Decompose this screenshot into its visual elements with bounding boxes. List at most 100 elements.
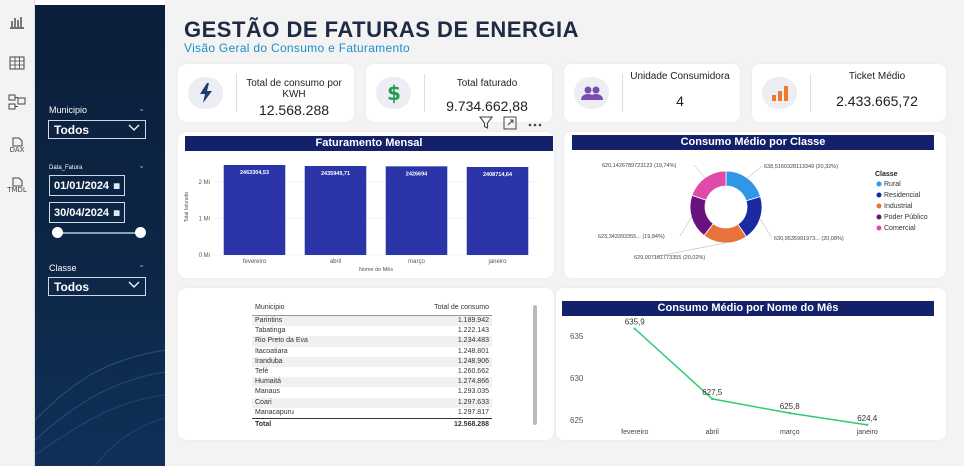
bar-chart-svg: 0 Mi 1 Mi 2 Mi Total faturado 2463304,53 feve… xyxy=(184,164,538,273)
y-tick-label: 1 Mi xyxy=(199,216,210,222)
kpi-value: 9.734.662,88 xyxy=(446,98,528,114)
x-tick-label: abril xyxy=(706,429,720,436)
slice-data-label: 638,5160328113349 (20,32%) xyxy=(764,164,838,170)
dax-label: DAX xyxy=(9,145,25,154)
point-data-label: 635,9 xyxy=(625,318,646,327)
line-chart-title: Consumo Médio por Nome do Mês xyxy=(562,301,934,315)
cell-total-consumo: 1.297.633 xyxy=(457,398,489,406)
table-row[interactable]: Iranduba 1.248.906 xyxy=(252,356,492,367)
cell-municipio: Manaus xyxy=(255,388,280,396)
table-row[interactable]: Humaitá 1.274.866 xyxy=(252,377,492,388)
municipio-select[interactable]: Todos xyxy=(48,120,146,139)
municipio-select-value: Todos xyxy=(54,122,90,137)
bar xyxy=(466,166,529,255)
end-date-input[interactable]: 30/04/2024 ▦ xyxy=(49,202,125,223)
date-slider-start-handle[interactable] xyxy=(52,227,63,238)
legend-item: Poder Público xyxy=(884,214,928,221)
table-row[interactable]: Tefé 1.260.662 xyxy=(252,367,492,377)
start-date-input[interactable]: 01/01/2024 ▦ xyxy=(49,175,125,196)
slice-data-label: 620,1426789723123 (19,74%) xyxy=(602,163,676,169)
data-point xyxy=(788,411,791,415)
bar-chart-title: Faturamento Mensal xyxy=(185,136,553,150)
table-row[interactable]: Rio Preto da Eva 1.234.483 xyxy=(252,336,492,347)
cell-total-consumo: 1.293.035 xyxy=(457,388,489,396)
kpi-label: Total faturado xyxy=(456,78,518,89)
date-slider-track[interactable] xyxy=(57,232,141,234)
model-icon[interactable] xyxy=(6,91,28,113)
kpi-label: Total de consumo por KWH xyxy=(246,78,342,100)
y-tick-label: 0 Mi xyxy=(199,253,210,259)
date-slider-end-handle[interactable] xyxy=(135,227,146,238)
column-header-municipio[interactable]: Municipio xyxy=(255,304,285,311)
kpi-card-faturado: $ Total faturado 9.734.662,88 xyxy=(366,64,552,122)
classe-filter-label: Classe xyxy=(49,263,77,273)
dollar-icon: $ xyxy=(376,77,411,109)
slice-leader-line xyxy=(747,165,763,179)
cell-municipio: Tabatinga xyxy=(255,327,286,335)
kpi-value: 2.433.665,72 xyxy=(836,93,918,109)
cell-municipio: Tefé xyxy=(255,367,269,375)
table-icon[interactable] xyxy=(6,52,28,74)
table-row[interactable]: Itacoatiara 1.248.801 xyxy=(252,347,492,357)
sidebar-wave-decoration xyxy=(35,349,165,466)
slice-data-label: 623,343393355... (19,84%) xyxy=(598,234,665,240)
kpi-label: Unidade Consumidora xyxy=(630,71,730,82)
x-tick-label: fevereiro xyxy=(621,429,648,436)
slice-leader-line xyxy=(653,242,726,258)
table-row[interactable]: Coari 1.297.633 xyxy=(252,397,492,408)
calendar-icon[interactable]: ▦ xyxy=(113,182,120,190)
cell-total-consumo: 1.189.942 xyxy=(457,317,489,324)
data-point xyxy=(711,397,714,401)
point-data-label: 624,4 xyxy=(857,414,878,423)
bar-data-label: 2463304,53 xyxy=(240,170,269,176)
kpi-card-ticket: Ticket Médio 2.433.665,72 xyxy=(752,64,946,122)
table-row[interactable]: Tabatinga 1.222.143 xyxy=(252,326,492,336)
slice-data-label: 629,007181773355 (20,02%) xyxy=(634,255,705,261)
kpi-separator xyxy=(810,74,811,112)
slice-leader-line xyxy=(679,217,692,237)
legend-marker xyxy=(876,214,882,220)
classe-select[interactable]: Todos xyxy=(48,277,146,296)
tmdl-icon[interactable]: TMDL xyxy=(6,174,28,196)
kpi-value: 12.568.288 xyxy=(258,102,330,118)
sidebar-top-strip xyxy=(35,0,165,5)
calendar-icon[interactable]: ▦ xyxy=(113,209,120,217)
line-chart-svg: 625 630 635 635,9 fevereiro 627,5 abril 625,8 ma… xyxy=(570,318,878,436)
slice-leader-line xyxy=(759,218,773,239)
bar xyxy=(223,164,286,255)
visual-toolbar xyxy=(476,113,558,135)
table-scrollbar[interactable] xyxy=(533,305,537,425)
data-collapse-icon[interactable]: ⌄ xyxy=(138,161,145,170)
more-options-icon[interactable] xyxy=(527,117,543,131)
municipio-collapse-icon[interactable]: ⌄ xyxy=(138,104,145,113)
cell-municipio: Coari xyxy=(255,398,272,406)
table-row[interactable]: Manacapuru 1.297.817 xyxy=(252,408,492,418)
bar-up-icon xyxy=(762,77,797,109)
legend-marker xyxy=(876,203,882,209)
total-value: 12.568.288 xyxy=(453,420,489,428)
legend-item: Rural xyxy=(884,181,901,188)
filter-sidebar: Municipio ⌄ Todos Data_Fatura ⌄ 01/01/20… xyxy=(35,0,165,466)
kpi-card-unidade: Unidade Consumidora 4 xyxy=(564,64,740,122)
column-header-total[interactable]: Total de consumo xyxy=(434,304,489,311)
bar-data-label: 2408714,64 xyxy=(483,172,513,178)
classe-collapse-icon[interactable]: ⌄ xyxy=(138,260,145,269)
dax-icon[interactable]: DAX xyxy=(6,134,28,156)
bar-chart-icon[interactable] xyxy=(6,11,28,33)
kpi-value: 4 xyxy=(676,93,684,109)
table-row[interactable]: Manaus 1.293.035 xyxy=(252,387,492,397)
donut-chart-svg: 638,5160328113349 (20,32%) 630,9535991973… xyxy=(598,163,928,261)
page-subtitle: Visão Geral do Consumo e Faturamento xyxy=(184,41,411,55)
series-line xyxy=(634,328,868,426)
filter-icon[interactable] xyxy=(478,115,494,133)
slice-leader-line xyxy=(693,164,706,178)
point-data-label: 625,8 xyxy=(780,402,801,411)
legend-item: Industrial xyxy=(884,203,913,210)
table-row[interactable]: Parintins 1.189.942 xyxy=(252,316,492,327)
y-axis-label: Total faturado xyxy=(184,192,190,223)
cell-total-consumo: 1.260.662 xyxy=(457,367,489,375)
lightning-icon xyxy=(188,77,223,109)
users-icon xyxy=(574,77,609,109)
focus-mode-icon[interactable] xyxy=(503,116,517,133)
start-date-value: 01/01/2024 xyxy=(54,179,110,192)
